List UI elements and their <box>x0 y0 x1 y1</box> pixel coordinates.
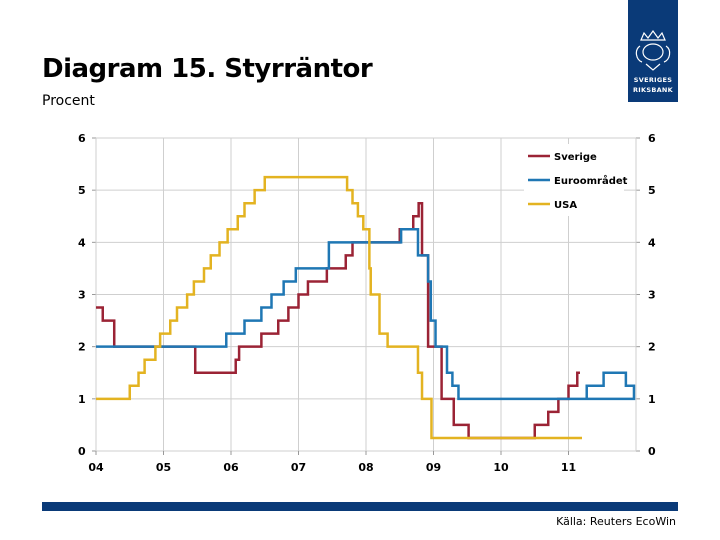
page-title: Diagram 15. Styrräntor <box>42 54 373 84</box>
y-tick-label-left: 1 <box>78 393 86 406</box>
y-tick-label-right: 2 <box>648 341 656 354</box>
x-tick-label: 06 <box>223 461 239 474</box>
x-tick-label: 08 <box>358 461 373 474</box>
logo-text-line2: RIKSBANK <box>632 86 673 94</box>
logo-text-line1: SVERIGES <box>633 76 673 84</box>
y-tick-label-right: 6 <box>648 132 656 145</box>
x-tick-label: 07 <box>291 461 306 474</box>
footer-bar <box>42 502 678 511</box>
x-tick-label: 05 <box>156 461 171 474</box>
y-tick-label-left: 2 <box>78 341 86 354</box>
series-line-usa <box>96 175 582 440</box>
y-tick-label-right: 3 <box>648 289 656 302</box>
legend-label: USA <box>554 200 577 211</box>
y-tick-label-left: 5 <box>78 184 86 197</box>
y-tick-label-right: 1 <box>648 393 656 406</box>
y-tick-label-left: 3 <box>78 289 86 302</box>
x-tick-label: 11 <box>561 461 576 474</box>
y-tick-label-right: 5 <box>648 184 656 197</box>
x-tick-label: 09 <box>426 461 441 474</box>
series-line-sverige <box>96 201 580 440</box>
crown-emblem-icon <box>635 29 671 71</box>
y-tick-label-left: 0 <box>78 445 86 458</box>
y-tick-label-right: 4 <box>648 236 656 249</box>
series-line-euroområdet <box>96 228 636 401</box>
y-tick-label-right: 0 <box>648 445 656 458</box>
riksbank-logo: SVERIGES RIKSBANK <box>628 0 678 102</box>
source-note: Källa: Reuters EcoWin <box>556 515 676 528</box>
x-tick-label: 10 <box>493 461 509 474</box>
y-tick-label-left: 4 <box>78 236 86 249</box>
legend-label: Euroområdet <box>554 174 628 187</box>
legend-label: Sverige <box>554 152 597 163</box>
y-tick-label-left: 6 <box>78 132 86 145</box>
x-tick-label: 04 <box>88 461 104 474</box>
policy-rate-chart: 0 01 12 23 34 45 56 604 05 06 07 08 09 10 11SverigeEur… <box>78 132 656 474</box>
y-axis-unit-label: Procent <box>42 93 95 109</box>
